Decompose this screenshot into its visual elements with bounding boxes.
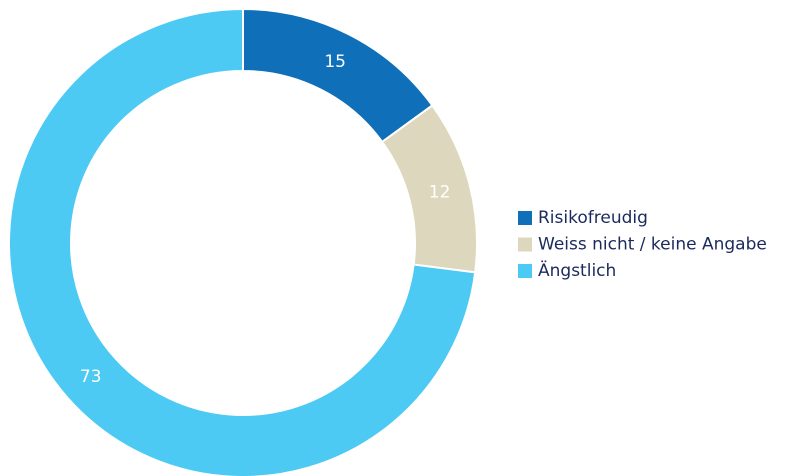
value-label: 15: [324, 52, 346, 72]
legend-swatch: [518, 264, 532, 278]
donut-segment: [242, 7, 434, 144]
legend-swatch: [518, 211, 532, 225]
legend-swatch: [518, 237, 532, 252]
value-label: 73: [80, 367, 102, 387]
legend-label: Weiss nicht / keine Angabe: [538, 235, 767, 255]
legend-label: Risikofreudig: [538, 208, 648, 228]
value-label: 12: [429, 183, 451, 203]
donut-segment: [8, 7, 477, 476]
legend-label: Ängstlich: [538, 260, 616, 281]
